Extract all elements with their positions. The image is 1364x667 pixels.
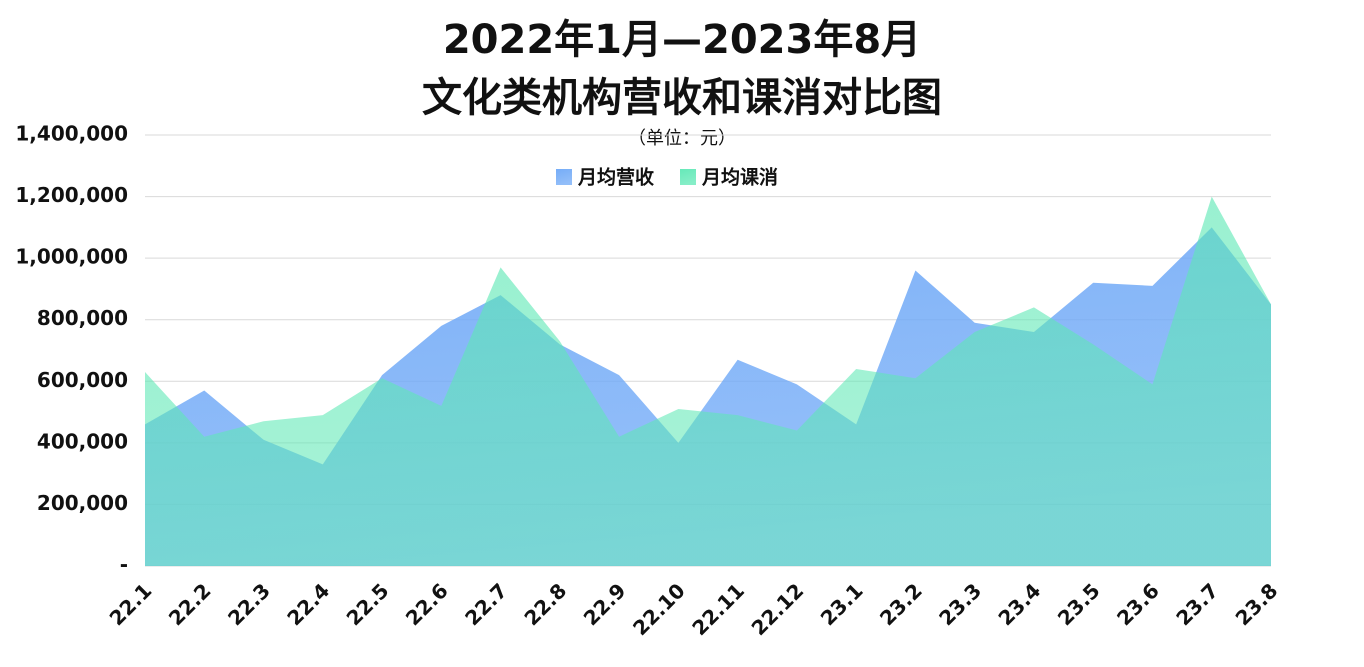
x-tick-label: 22.2 [164,578,216,630]
x-tick-label: 22.12 [747,578,809,640]
x-tick-label: 22.8 [519,578,571,630]
x-tick-label: 22.11 [687,578,749,640]
x-tick-label: 23.1 [816,578,868,630]
x-tick-label: 23.8 [1231,578,1283,630]
x-tick-label: 22.6 [401,578,453,630]
x-tick-label: 22.9 [579,578,631,630]
y-tick-label: 1,200,000 [15,183,128,207]
legend-swatch [680,169,696,185]
y-tick-label: 400,000 [37,429,128,453]
x-tick-label: 22.5 [342,578,394,630]
area [145,196,1271,567]
x-tick-label: 23.6 [1112,578,1164,630]
y-tick-label: 200,000 [37,491,128,515]
chart-title: 文化类机构营收和课消对比图 [422,75,942,121]
x-tick-label: 23.5 [1053,578,1105,630]
x-tick-label: 23.7 [1171,578,1223,630]
x-tick-label: 22.4 [282,578,334,630]
x-tick-label: 23.3 [934,578,986,630]
chart-title: 2022年1月—2023年8月 [443,17,921,63]
chart-subtitle: （单位：元） [628,128,736,149]
y-tick-label: 1,000,000 [15,245,128,269]
legend-swatch [556,169,572,185]
x-tick-label: 22.10 [628,578,690,640]
x-tick-label: 22.1 [105,578,157,630]
y-tick-label: - [120,553,128,577]
x-tick-label: 23.2 [875,578,927,630]
legend-label: 月均课消 [701,166,778,189]
x-tick-label: 22.7 [460,578,512,630]
y-tick-label: 800,000 [37,306,128,330]
y-tick-label: 600,000 [37,368,128,392]
y-tick-label: 1,400,000 [15,122,128,146]
x-tick-label: 23.4 [993,578,1045,630]
x-tick-label: 22.3 [223,578,275,630]
legend-label: 月均营收 [577,166,654,189]
